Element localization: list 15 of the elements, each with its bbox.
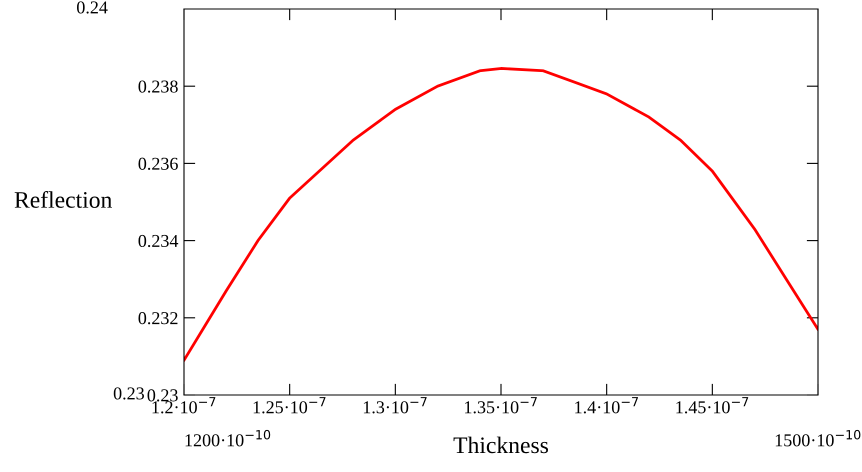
x-tick-label: 1.3·10$^{−7}$ (364, 397, 427, 414)
y-tick-label: 0.234 (138, 234, 178, 248)
text: 1500·10$^{−10}$ (776, 430, 860, 446)
text: 0.23 (114, 387, 144, 400)
y-axis-title: Reflection (14, 191, 112, 208)
x-tick-label: 1.4·10$^{−7}$ (575, 397, 638, 414)
x-tick-label: 1.35·10$^{−7}$ (465, 397, 537, 414)
x-tick-label: 1.25·10$^{−7}$ (254, 397, 326, 414)
x-axis-title: Thickness (454, 436, 548, 454)
text: 1200·10$^{−10}$ (186, 430, 270, 446)
text: 0.24 (77, 1, 108, 14)
x-tick-label: 1.45·10$^{−7}$ (676, 397, 748, 414)
y-tick-label: 0.238 (138, 80, 178, 93)
y-tick-label: 0.236 (138, 158, 178, 170)
y-tick-label: 0.232 (138, 312, 178, 324)
